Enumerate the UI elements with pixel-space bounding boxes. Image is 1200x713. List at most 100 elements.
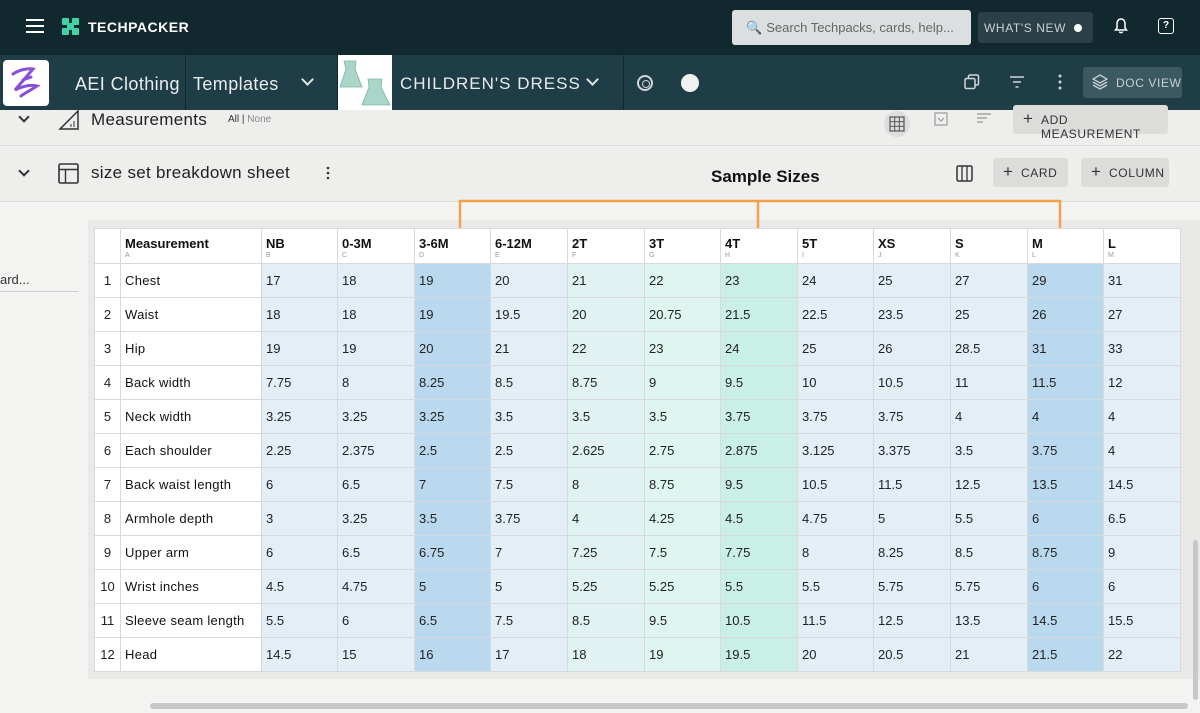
measurement-name-cell[interactable]: Back waist length (120, 467, 262, 502)
product-chevron-down-icon[interactable] (586, 73, 599, 86)
value-cell[interactable]: 4 (1103, 433, 1181, 468)
value-cell[interactable]: 9.5 (644, 603, 721, 638)
value-cell[interactable]: 6.5 (337, 535, 415, 570)
value-cell[interactable]: 4.75 (797, 501, 874, 536)
value-cell[interactable]: 5.5 (720, 569, 798, 604)
value-cell[interactable]: 6 (261, 535, 338, 570)
value-cell[interactable]: 7.75 (720, 535, 798, 570)
gear-icon[interactable] (637, 75, 653, 91)
value-cell[interactable]: 31 (1027, 331, 1104, 366)
column-header[interactable]: 4T H (720, 228, 798, 264)
measurement-name-cell[interactable]: Waist (120, 297, 262, 332)
value-cell[interactable]: 4 (950, 399, 1028, 434)
value-cell[interactable]: 23.5 (873, 297, 951, 332)
value-cell[interactable]: 3.25 (261, 399, 338, 434)
value-cell[interactable]: 10.5 (720, 603, 798, 638)
value-cell[interactable]: 21 (567, 263, 645, 298)
value-cell[interactable]: 2.75 (644, 433, 721, 468)
templates-menu[interactable]: Templates (193, 74, 279, 94)
column-header[interactable]: XS J (873, 228, 951, 264)
value-cell[interactable]: 8.75 (644, 467, 721, 502)
value-cell[interactable]: 8.5 (567, 603, 645, 638)
value-cell[interactable]: 19 (644, 637, 721, 672)
value-cell[interactable]: 18 (567, 637, 645, 672)
download-icon[interactable] (934, 112, 948, 126)
column-header[interactable]: 0-3M C (337, 228, 415, 264)
sort-icon[interactable] (977, 113, 991, 125)
filter-icon[interactable] (1010, 76, 1024, 88)
value-cell[interactable]: 17 (490, 637, 568, 672)
measurement-name-cell[interactable]: Head (120, 637, 262, 672)
measurement-name-cell[interactable]: Wrist inches (120, 569, 262, 604)
value-cell[interactable]: 3.5 (414, 501, 491, 536)
grid-view-button[interactable] (884, 111, 910, 137)
value-cell[interactable]: 10.5 (797, 467, 874, 502)
value-cell[interactable]: 2.5 (414, 433, 491, 468)
select-all-link[interactable]: All (228, 114, 240, 125)
value-cell[interactable]: 7.75 (261, 365, 338, 400)
column-header[interactable]: NB B (261, 228, 338, 264)
value-cell[interactable]: 12.5 (950, 467, 1028, 502)
measurement-name-cell[interactable]: Upper arm (120, 535, 262, 570)
value-cell[interactable]: 24 (797, 263, 874, 298)
value-cell[interactable]: 29 (1027, 263, 1104, 298)
value-cell[interactable]: 4.75 (337, 569, 415, 604)
value-cell[interactable]: 20.5 (873, 637, 951, 672)
value-cell[interactable]: 5.25 (644, 569, 721, 604)
value-cell[interactable]: 7.5 (490, 467, 568, 502)
value-cell[interactable]: 7.5 (490, 603, 568, 638)
value-cell[interactable]: 8 (567, 467, 645, 502)
value-cell[interactable]: 22 (1103, 637, 1181, 672)
value-cell[interactable]: 26 (873, 331, 951, 366)
value-cell[interactable]: 8.25 (414, 365, 491, 400)
value-cell[interactable]: 3.375 (873, 433, 951, 468)
value-cell[interactable]: 22 (644, 263, 721, 298)
value-cell[interactable]: 19 (414, 263, 491, 298)
value-cell[interactable]: 14.5 (1103, 467, 1181, 502)
measurement-name-cell[interactable]: Hip (120, 331, 262, 366)
value-cell[interactable]: 5 (414, 569, 491, 604)
value-cell[interactable]: 4 (567, 501, 645, 536)
value-cell[interactable]: 4.5 (261, 569, 338, 604)
value-cell[interactable]: 9 (644, 365, 721, 400)
value-cell[interactable]: 3.75 (797, 399, 874, 434)
value-cell[interactable]: 18 (337, 263, 415, 298)
value-cell[interactable]: 20 (797, 637, 874, 672)
value-cell[interactable]: 17 (261, 263, 338, 298)
column-header[interactable]: 2T F (567, 228, 645, 264)
value-cell[interactable]: 9.5 (720, 467, 798, 502)
value-cell[interactable]: 15 (337, 637, 415, 672)
value-cell[interactable]: 2.5 (490, 433, 568, 468)
value-cell[interactable]: 5.25 (567, 569, 645, 604)
copy-icon[interactable] (964, 74, 980, 90)
value-cell[interactable]: 20.75 (644, 297, 721, 332)
add-column-button[interactable]: + COLUMN (1081, 158, 1169, 187)
add-card-button[interactable]: + CARD (993, 158, 1068, 187)
value-cell[interactable]: 10 (797, 365, 874, 400)
value-cell[interactable]: 21.5 (720, 297, 798, 332)
bell-icon[interactable] (1114, 18, 1128, 34)
value-cell[interactable]: 11.5 (873, 467, 951, 502)
value-cell[interactable]: 9 (1103, 535, 1181, 570)
value-cell[interactable]: 7 (414, 467, 491, 502)
value-cell[interactable]: 22 (567, 331, 645, 366)
value-cell[interactable]: 8.75 (567, 365, 645, 400)
value-cell[interactable]: 3.75 (720, 399, 798, 434)
value-cell[interactable]: 23 (720, 263, 798, 298)
measurement-name-cell[interactable]: Sleeve seam length (120, 603, 262, 638)
value-cell[interactable]: 6.5 (1103, 501, 1181, 536)
value-cell[interactable]: 3.125 (797, 433, 874, 468)
collapse-chevron-icon[interactable] (18, 165, 30, 177)
status-circle-icon[interactable] (681, 74, 699, 92)
value-cell[interactable]: 18 (337, 297, 415, 332)
value-cell[interactable]: 2.25 (261, 433, 338, 468)
column-header[interactable]: 6-12M E (490, 228, 568, 264)
value-cell[interactable]: 10.5 (873, 365, 951, 400)
doc-view-button[interactable]: DOC VIEW (1083, 67, 1182, 98)
templates-chevron-down-icon[interactable] (301, 73, 314, 86)
value-cell[interactable]: 3.25 (337, 399, 415, 434)
whats-new-button[interactable]: WHAT'S NEW (978, 12, 1093, 43)
value-cell[interactable]: 8.5 (950, 535, 1028, 570)
value-cell[interactable]: 5 (490, 569, 568, 604)
